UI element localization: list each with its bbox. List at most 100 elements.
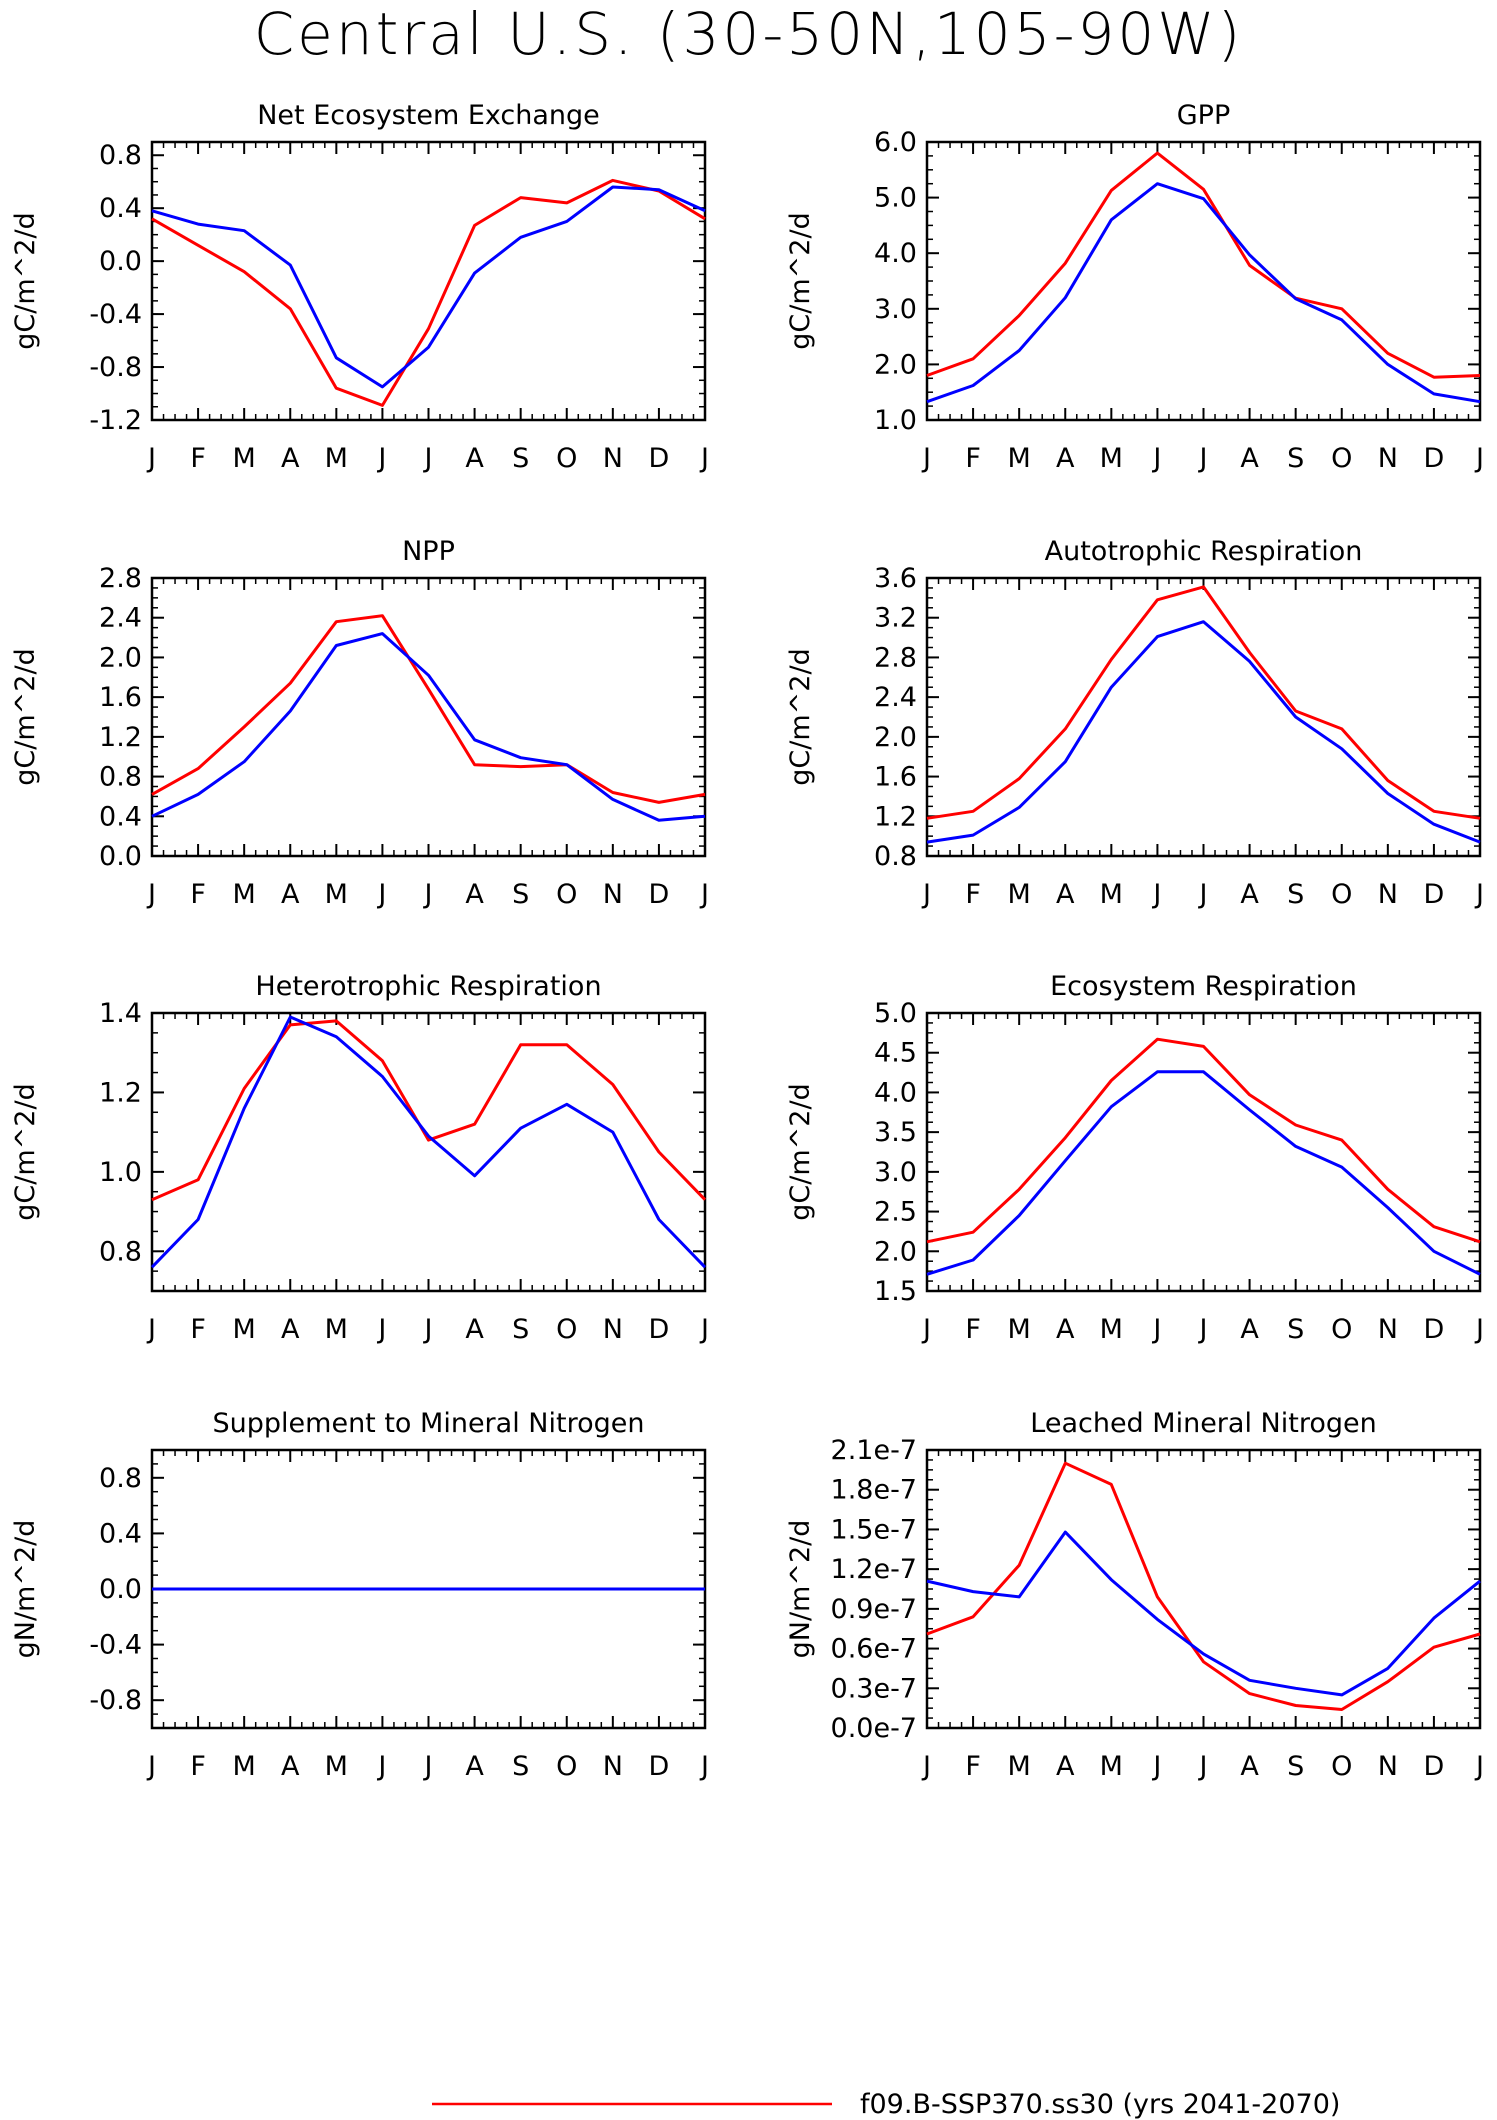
y-tick-label: 0.8 — [99, 140, 142, 171]
x-tick-label: M — [1008, 879, 1031, 910]
y-tick-label: 1.4 — [99, 998, 142, 1029]
y-tick-label: 2.0 — [99, 642, 142, 673]
x-tick-label: M — [1100, 1314, 1123, 1345]
y-tick-label: 3.6 — [874, 563, 917, 594]
x-tick-label: J — [921, 1314, 931, 1345]
y-axis-label: gN/m^2/d — [785, 1520, 816, 1659]
x-tick-label: O — [556, 1751, 577, 1782]
x-tick-label: A — [1056, 443, 1075, 474]
x-tick-label: O — [1331, 1751, 1352, 1782]
y-tick-label: 0.0 — [99, 1574, 142, 1605]
series-line — [926, 620, 1481, 844]
y-tick-label: 2.4 — [874, 682, 917, 713]
x-tick-label: F — [965, 1751, 981, 1782]
y-tick-label: 1.2 — [99, 1077, 142, 1108]
plot-frame — [925, 1448, 1482, 1730]
plot-frame — [925, 140, 1482, 422]
y-tick-label: 2.1e-7 — [831, 1435, 917, 1466]
x-tick-label: J — [1151, 879, 1161, 910]
x-tick-label: S — [1287, 1751, 1304, 1782]
y-tick-label: 0.8 — [99, 1463, 142, 1494]
y-axis-label: gC/m^2/d — [785, 212, 816, 349]
x-tick-label: J — [1198, 1314, 1208, 1345]
y-tick-label: 0.0e-7 — [831, 1713, 917, 1744]
x-tick-label: N — [603, 1751, 623, 1782]
x-tick-label: O — [1331, 443, 1352, 474]
series-line — [151, 632, 706, 822]
y-tick-label: 0.4 — [99, 1518, 142, 1549]
y-tick-label: 2.8 — [99, 563, 142, 594]
y-tick-label: 1.6 — [99, 682, 142, 713]
x-tick-label: M — [325, 1751, 348, 1782]
x-tick-label: M — [233, 1751, 256, 1782]
x-tick-label: F — [965, 1314, 981, 1345]
x-tick-label: J — [146, 1314, 156, 1345]
x-tick-label: A — [1056, 1314, 1075, 1345]
x-tick-label: M — [233, 879, 256, 910]
y-axis-label: gC/m^2/d — [785, 1083, 816, 1220]
x-tick-label: A — [281, 1751, 300, 1782]
series-line — [150, 1015, 707, 1269]
x-tick-label: J — [699, 1314, 709, 1345]
y-axis-label: gC/m^2/d — [10, 648, 41, 785]
y-tick-label: 1.6 — [874, 762, 917, 793]
x-tick-label: N — [603, 879, 623, 910]
x-tick-label: A — [465, 1314, 484, 1345]
y-tick-label: 4.0 — [874, 238, 917, 269]
x-tick-label: J — [1198, 1751, 1208, 1782]
x-tick-label: N — [1378, 443, 1398, 474]
y-tick-label: 3.2 — [874, 603, 917, 634]
x-tick-label: J — [921, 1751, 931, 1782]
x-tick-label: D — [1424, 879, 1445, 910]
y-tick-label: 0.4 — [99, 801, 142, 832]
x-tick-label: A — [1240, 443, 1259, 474]
y-tick-label: 0.8 — [99, 762, 142, 793]
y-tick-label: 2.4 — [99, 603, 142, 634]
x-tick-label: J — [376, 1751, 386, 1782]
series-line — [151, 614, 706, 804]
x-tick-label: O — [556, 879, 577, 910]
y-tick-label: 2.8 — [874, 642, 917, 673]
series-line — [151, 178, 706, 407]
y-tick-label: 0.9e-7 — [831, 1594, 917, 1625]
x-tick-label: M — [325, 879, 348, 910]
y-tick-label: 6.0 — [874, 127, 917, 158]
chart-title: Heterotrophic Respiration — [255, 971, 601, 1002]
x-tick-label: N — [1378, 1751, 1398, 1782]
x-tick-label: D — [649, 443, 670, 474]
x-tick-label: J — [376, 879, 386, 910]
y-tick-label: 4.5 — [874, 1038, 917, 1069]
x-tick-label: F — [965, 879, 981, 910]
x-tick-label: M — [1008, 443, 1031, 474]
x-tick-label: F — [190, 443, 206, 474]
chart-title: Ecosystem Respiration — [1050, 971, 1357, 1002]
x-tick-label: A — [1056, 1751, 1075, 1782]
series-line — [926, 585, 1481, 820]
y-tick-label: -0.8 — [89, 1685, 142, 1716]
x-tick-label: A — [1240, 879, 1259, 910]
y-tick-label: 4.0 — [874, 1077, 917, 1108]
x-tick-label: J — [423, 1314, 433, 1345]
y-tick-label: 0.8 — [99, 1236, 142, 1267]
x-tick-label: N — [603, 1314, 623, 1345]
y-tick-label: 1.2 — [99, 722, 142, 753]
x-tick-label: M — [1008, 1751, 1031, 1782]
x-tick-label: A — [281, 443, 300, 474]
chart-title: NPP — [402, 536, 455, 567]
series-line — [926, 1070, 1481, 1276]
x-tick-label: M — [233, 1314, 256, 1345]
x-tick-label: F — [965, 443, 981, 474]
y-tick-label: 1.5 — [874, 1276, 917, 1307]
y-axis-label: gC/m^2/d — [785, 648, 816, 785]
x-tick-label: O — [1331, 879, 1352, 910]
x-tick-label: N — [1378, 879, 1398, 910]
page-title: Central U.S. (30-50N,105-90W) — [253, 0, 1244, 68]
y-tick-label: -1.2 — [89, 405, 142, 436]
x-tick-label: D — [649, 1314, 670, 1345]
y-tick-label: 5.0 — [874, 998, 917, 1029]
y-tick-label: 1.5e-7 — [831, 1514, 917, 1545]
series-line — [151, 185, 706, 389]
x-tick-label: A — [1056, 879, 1075, 910]
